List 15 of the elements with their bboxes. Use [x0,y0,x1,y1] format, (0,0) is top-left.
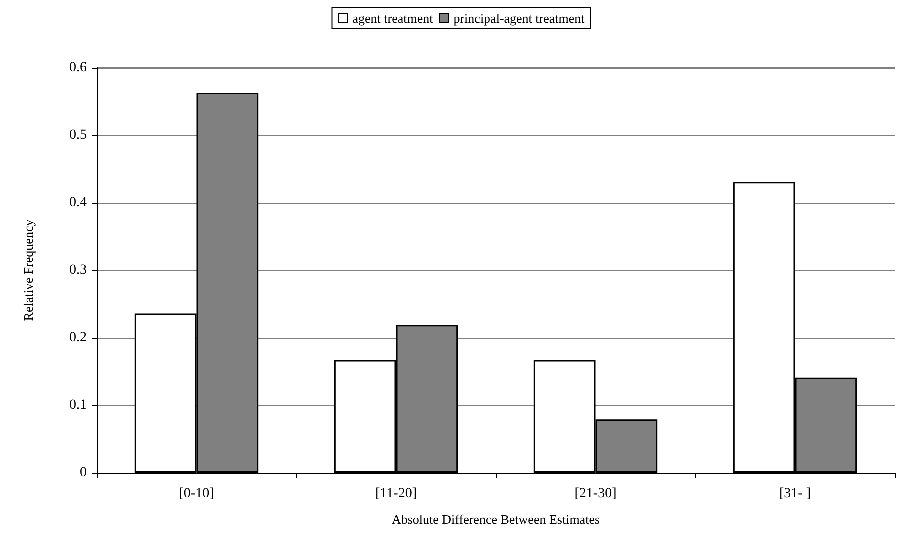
y-axis-title: Relative Frequency [21,219,36,322]
y-tick-label: 0.3 [70,263,87,278]
x-tick-label: [11-20] [376,486,417,502]
x-tick-label: [21-30] [574,486,617,502]
y-tick-label: 0 [80,466,87,480]
y-tick-label: 0.5 [70,128,87,143]
x-tick-label: [0-10] [179,486,214,502]
y-tick-label: 0.4 [70,196,87,210]
x-tick-label: [31- ] [780,486,811,502]
legend-label: agent treatment [352,11,434,26]
legend-label: principal-agent treatment [454,11,586,26]
y-tick-label: 0.1 [70,398,87,413]
y-tick-label: 0.6 [70,60,87,76]
x-axis-title: Absolute Difference Between Estimates [392,512,600,527]
y-tick-label: 0.2 [70,330,87,346]
